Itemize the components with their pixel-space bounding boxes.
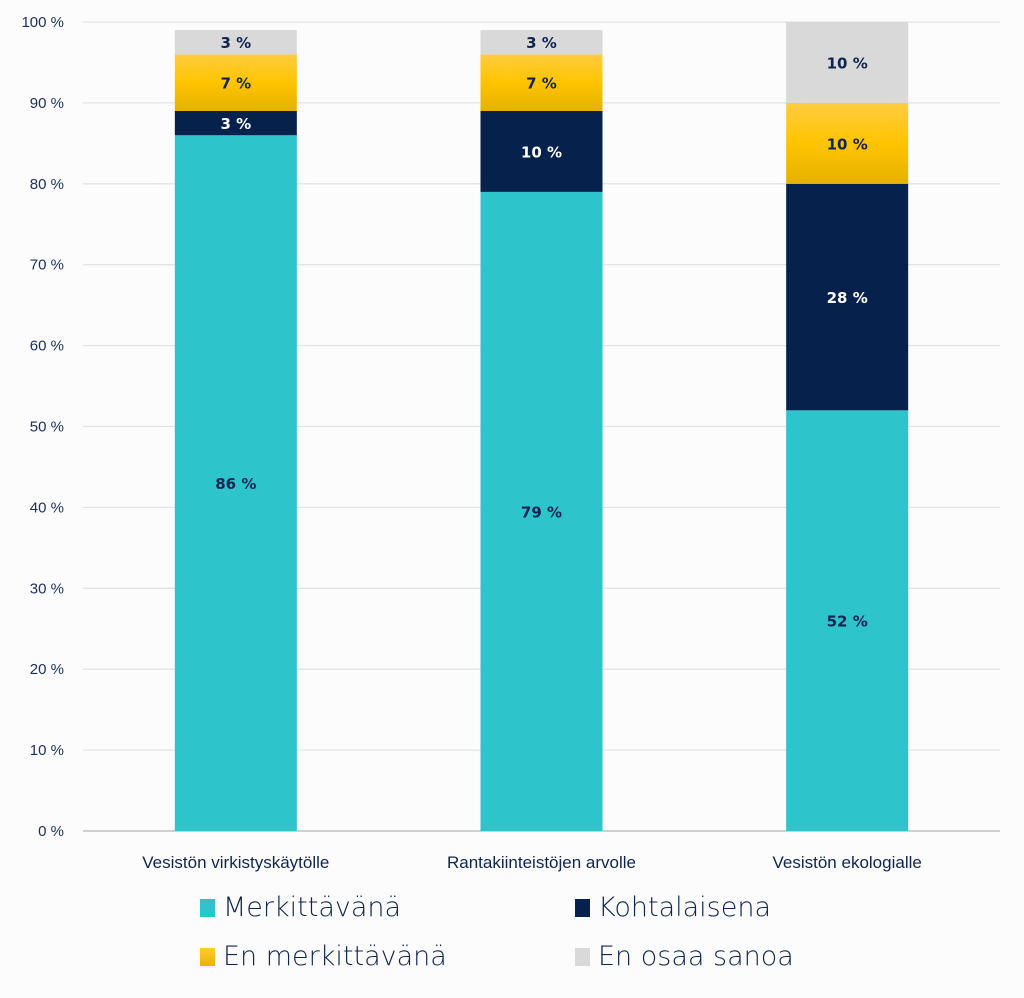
bar-stack: 86 % 3 % 7 % 3 % bbox=[174, 30, 297, 831]
legend-swatch bbox=[200, 898, 215, 917]
x-axis: Vesistön virkistyskäytölle Rantakiinteist… bbox=[142, 853, 922, 872]
y-tick-label: 60 % bbox=[30, 338, 64, 355]
bar-segment bbox=[786, 22, 909, 103]
data-label: 10 % bbox=[521, 143, 562, 161]
data-label: 52 % bbox=[827, 613, 868, 631]
y-tick-label: 50 % bbox=[30, 419, 64, 436]
y-tick-label: 100 % bbox=[21, 14, 64, 31]
bar-segment bbox=[174, 135, 297, 831]
bar-segment bbox=[174, 54, 297, 111]
data-label: 86 % bbox=[215, 475, 256, 493]
stacked-bar-chart: 0 % 10 % 20 % 30 % 40 % 50 % 60 % 70 % 80 % 90 % 1… bbox=[21, 14, 1000, 872]
data-label: 7 % bbox=[220, 75, 251, 93]
legend-swatch bbox=[575, 947, 590, 966]
y-tick-label: 20 % bbox=[30, 661, 64, 678]
data-label: 28 % bbox=[827, 289, 868, 307]
x-tick-label: Vesistön ekologialle bbox=[773, 853, 922, 872]
data-label: 79 % bbox=[521, 503, 562, 521]
y-tick-label: 90 % bbox=[30, 95, 64, 112]
bar-stack: 79 % 10 % 7 % 3 % bbox=[480, 30, 603, 831]
data-label: 10 % bbox=[827, 54, 868, 72]
y-tick-label: 70 % bbox=[30, 257, 64, 274]
legend-label: Kohtalaisena bbox=[598, 892, 772, 923]
bar-stack: 52 % 28 % 10 % 10 % bbox=[786, 22, 909, 831]
legend-item-merkittavana: Merkittävänä bbox=[200, 892, 401, 923]
bars: 86 % 3 % 7 % 3 % 79 % 10 % 7 % 3 % 52 % 28 % 10 % 1… bbox=[174, 22, 909, 831]
data-label: 7 % bbox=[526, 75, 557, 93]
bar-segment bbox=[786, 183, 909, 411]
bar-segment bbox=[786, 102, 909, 184]
y-tick-label: 0 % bbox=[38, 823, 64, 840]
legend-swatch bbox=[575, 898, 590, 917]
legend-item-kohtalaisena: Kohtalaisena bbox=[575, 892, 771, 923]
y-tick-label: 10 % bbox=[30, 742, 64, 759]
data-label: 3 % bbox=[526, 34, 557, 52]
legend-item-en-merkittavana: En merkittävänä bbox=[200, 941, 447, 972]
x-tick-label: Rantakiinteistöjen arvolle bbox=[447, 853, 636, 872]
legend-label: En merkittävänä bbox=[223, 941, 447, 972]
y-axis: 0 % 10 % 20 % 30 % 40 % 50 % 60 % 70 % 80 % 90 % 1… bbox=[21, 14, 64, 840]
legend-label: En osaa sanoa bbox=[598, 941, 794, 972]
y-tick-label: 30 % bbox=[30, 580, 64, 597]
bar-segment bbox=[786, 410, 909, 831]
legend-label: Merkittävänä bbox=[223, 892, 402, 923]
x-tick-label: Vesistön virkistyskäytölle bbox=[142, 853, 329, 872]
bar-segment bbox=[480, 110, 603, 192]
data-label: 3 % bbox=[220, 34, 251, 52]
y-tick-label: 40 % bbox=[30, 499, 64, 516]
bar-segment bbox=[480, 30, 603, 55]
legend-item-en-osaa-sanoa: En osaa sanoa bbox=[575, 941, 794, 972]
y-tick-label: 80 % bbox=[30, 176, 64, 193]
bar-segment bbox=[174, 30, 297, 55]
data-label: 3 % bbox=[220, 115, 251, 133]
legend-swatch bbox=[200, 947, 215, 966]
bar-segment bbox=[480, 54, 603, 111]
bar-segment bbox=[174, 110, 297, 136]
data-label: 10 % bbox=[827, 135, 868, 153]
bar-segment bbox=[480, 191, 603, 831]
